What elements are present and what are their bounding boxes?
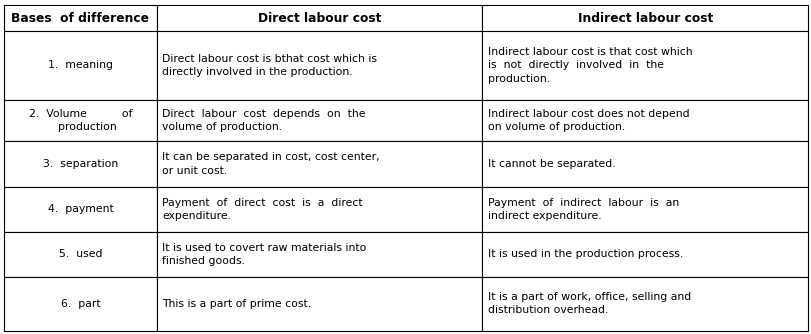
Text: 1.  meaning: 1. meaning bbox=[48, 60, 113, 70]
Text: It is used in the production process.: It is used in the production process. bbox=[487, 249, 683, 260]
Bar bbox=[482, 5, 807, 31]
Text: 6.  part: 6. part bbox=[61, 299, 100, 309]
Bar bbox=[157, 277, 482, 331]
Bar bbox=[157, 100, 482, 141]
Bar bbox=[4, 187, 157, 232]
Text: Direct labour cost: Direct labour cost bbox=[258, 12, 381, 24]
Text: Payment  of  indirect  labour  is  an
indirect expenditure.: Payment of indirect labour is an indirec… bbox=[487, 198, 679, 221]
Text: It can be separated in cost, cost center,
or unit cost.: It can be separated in cost, cost center… bbox=[162, 152, 380, 176]
Bar bbox=[157, 31, 482, 100]
Bar bbox=[482, 100, 807, 141]
Bar bbox=[4, 31, 157, 100]
Bar bbox=[4, 5, 157, 31]
Text: 5.  used: 5. used bbox=[58, 249, 102, 260]
Text: Direct labour cost is bthat cost which is
directly involved in the production.: Direct labour cost is bthat cost which i… bbox=[162, 54, 377, 77]
Bar bbox=[157, 232, 482, 277]
Text: Indirect labour cost does not depend
on volume of production.: Indirect labour cost does not depend on … bbox=[487, 109, 689, 132]
Bar bbox=[157, 187, 482, 232]
Bar bbox=[4, 277, 157, 331]
Text: Payment  of  direct  cost  is  a  direct
expenditure.: Payment of direct cost is a direct expen… bbox=[162, 198, 363, 221]
Bar bbox=[482, 277, 807, 331]
Text: 4.  payment: 4. payment bbox=[48, 204, 114, 214]
Bar bbox=[157, 5, 482, 31]
Text: It cannot be separated.: It cannot be separated. bbox=[487, 159, 615, 169]
Bar bbox=[482, 31, 807, 100]
Text: 2.  Volume          of
    production: 2. Volume of production bbox=[28, 109, 132, 132]
Text: This is a part of prime cost.: This is a part of prime cost. bbox=[162, 299, 311, 309]
Bar bbox=[482, 187, 807, 232]
Bar bbox=[157, 141, 482, 187]
Text: Indirect labour cost is that cost which
is  not  directly  involved  in  the
pro: Indirect labour cost is that cost which … bbox=[487, 47, 692, 84]
Text: 3.  separation: 3. separation bbox=[43, 159, 118, 169]
Bar bbox=[4, 141, 157, 187]
Text: It is used to covert raw materials into
finished goods.: It is used to covert raw materials into … bbox=[162, 243, 367, 266]
Text: Bases  of difference: Bases of difference bbox=[11, 12, 149, 24]
Bar bbox=[4, 100, 157, 141]
Bar bbox=[4, 232, 157, 277]
Text: Direct  labour  cost  depends  on  the
volume of production.: Direct labour cost depends on the volume… bbox=[162, 109, 366, 132]
Text: It is a part of work, office, selling and
distribution overhead.: It is a part of work, office, selling an… bbox=[487, 292, 690, 316]
Text: Indirect labour cost: Indirect labour cost bbox=[577, 12, 712, 24]
Bar bbox=[482, 141, 807, 187]
Bar bbox=[482, 232, 807, 277]
